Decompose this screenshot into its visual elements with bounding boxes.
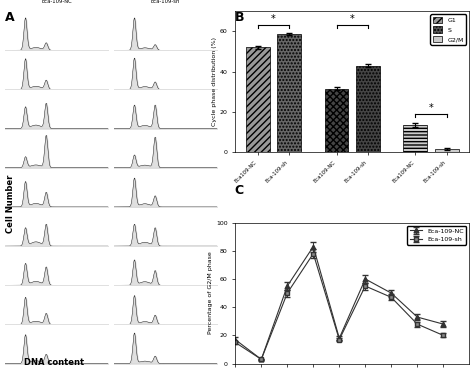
Bar (277, 34, 301, 152)
Bar (403, 125, 427, 152)
Text: DNA content: DNA content (25, 358, 84, 367)
Bar (325, 89, 348, 152)
Y-axis label: Cycle phase distribution (%): Cycle phase distribution (%) (212, 37, 217, 126)
Text: Eca-109-sh: Eca-109-sh (151, 0, 180, 4)
Text: Eca-109-NC: Eca-109-NC (41, 0, 72, 4)
Text: A: A (5, 11, 14, 24)
Y-axis label: Percentage of G2/M phase: Percentage of G2/M phase (208, 252, 213, 335)
Bar (246, 47, 270, 152)
Text: B: B (235, 11, 244, 24)
Legend: Eca-109-NC, Eca-109-sh: Eca-109-NC, Eca-109-sh (407, 226, 466, 244)
Text: Cell Number: Cell Number (6, 175, 15, 233)
Bar (356, 66, 380, 152)
Bar (435, 149, 459, 152)
Text: *: * (350, 14, 355, 24)
Text: C: C (235, 184, 244, 197)
Text: *: * (428, 103, 433, 113)
Legend: G1, S, G2/M: G1, S, G2/M (430, 14, 466, 45)
Text: *: * (271, 14, 276, 24)
